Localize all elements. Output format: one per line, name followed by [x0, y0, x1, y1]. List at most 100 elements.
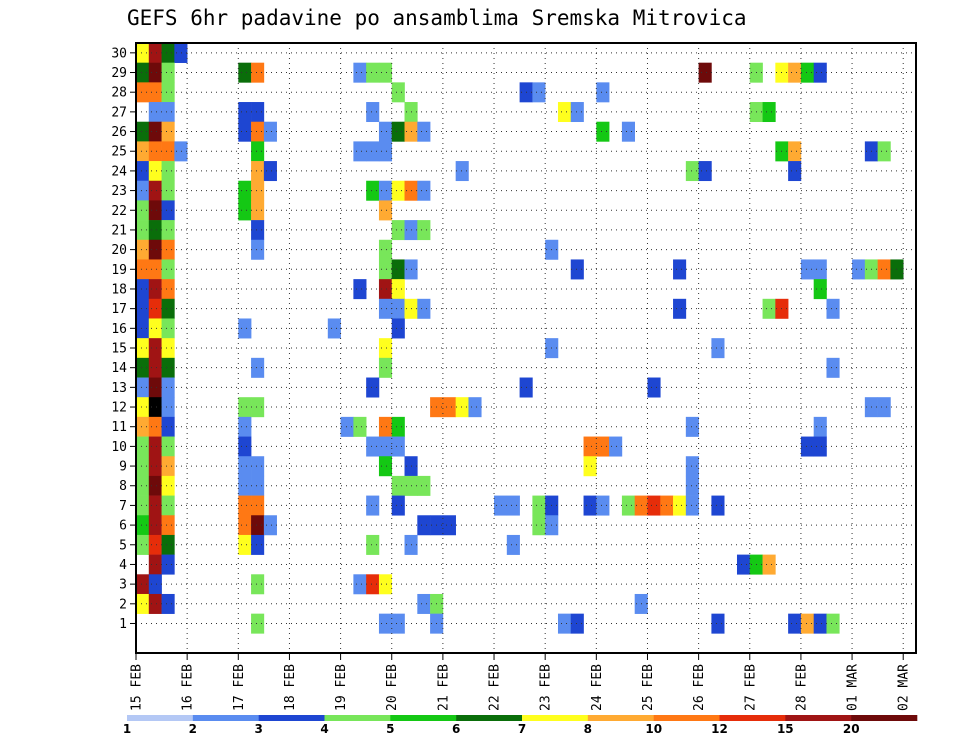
precip-cell	[251, 141, 265, 162]
precip-cell	[378, 121, 393, 142]
precip-cell	[238, 200, 252, 221]
precip-cell	[366, 102, 380, 123]
x-tick-label: 01 MAR	[846, 664, 861, 711]
legend-swatch	[127, 715, 194, 721]
precip-cell	[251, 397, 265, 418]
x-tick-label: 23 FEB	[539, 664, 554, 711]
precip-cell	[391, 318, 405, 339]
precip-cell	[609, 436, 623, 457]
precip-cell	[647, 377, 661, 398]
precip-cell	[161, 161, 175, 182]
precip-cell	[557, 613, 572, 634]
x-tick-label: 25 FEB	[641, 664, 656, 711]
precip-cell	[251, 456, 265, 477]
x-tick-label: 02 MAR	[897, 664, 912, 711]
precip-cell	[161, 259, 175, 280]
precip-cell	[238, 456, 252, 477]
precip-cell	[711, 613, 725, 634]
precip-cell	[685, 456, 699, 477]
precip-cell	[353, 141, 367, 162]
x-axis-ticks: 15 FEB 16 FEB 17 FEB 18 FEB 19 FEB 20 FEB 21 F…	[130, 653, 912, 711]
precip-cell	[366, 377, 380, 398]
precip-cell	[353, 416, 367, 437]
precip-cell	[161, 318, 175, 339]
precip-cell	[391, 180, 405, 201]
precip-cell	[136, 161, 150, 182]
precip-cell	[238, 397, 252, 418]
precip-cell	[366, 436, 380, 457]
precip-cell	[148, 377, 162, 398]
y-tick-label: 9	[119, 460, 127, 475]
precip-cell	[378, 200, 393, 221]
precip-cell	[417, 515, 431, 536]
precip-cell	[621, 495, 635, 516]
precip-cell	[877, 397, 891, 418]
precip-cell	[136, 338, 150, 359]
precip-cell	[161, 141, 175, 162]
legend-swatch	[456, 715, 523, 721]
precip-cell	[826, 613, 840, 634]
precip-cell	[148, 574, 162, 595]
x-tick-label: 19 FEB	[334, 664, 349, 711]
y-axis-ticks: 1234567891011121314151617181920212223242…	[111, 46, 136, 632]
precip-cell	[136, 574, 150, 595]
precip-cell	[161, 475, 175, 496]
y-tick-label: 26	[111, 125, 127, 140]
precip-cell	[238, 416, 252, 437]
precip-cell	[378, 436, 393, 457]
precip-cell	[148, 121, 162, 142]
y-tick-label: 17	[111, 302, 127, 317]
y-tick-label: 25	[111, 145, 127, 160]
precip-cell	[238, 121, 252, 142]
legend-swatch	[192, 715, 259, 721]
precip-cell	[852, 259, 866, 280]
y-tick-label: 13	[111, 381, 127, 396]
precip-cell	[136, 62, 150, 83]
precip-cell	[570, 259, 584, 280]
precip-cell	[391, 121, 405, 142]
precip-cell	[391, 259, 405, 280]
precip-cell	[251, 161, 265, 182]
x-tick-label: 16 FEB	[181, 664, 196, 711]
precip-cell	[251, 534, 265, 555]
precip-cell	[161, 495, 175, 516]
precip-cell	[136, 259, 150, 280]
precip-cell	[251, 515, 265, 536]
precip-cell	[378, 141, 393, 162]
y-tick-label: 27	[111, 105, 127, 120]
precip-cell	[136, 416, 150, 437]
precip-cell	[251, 475, 265, 496]
precip-cell	[148, 102, 162, 123]
precip-cell	[136, 279, 150, 300]
precip-cell	[596, 82, 610, 103]
legend-label: 4	[320, 722, 328, 736]
y-tick-label: 7	[119, 499, 127, 514]
y-tick-label: 6	[119, 519, 127, 534]
precip-cell	[136, 121, 150, 142]
precip-cell	[378, 338, 393, 359]
legend-swatch	[522, 715, 589, 721]
precip-cell	[788, 141, 802, 162]
precip-cell	[673, 495, 687, 516]
precip-cell	[327, 318, 341, 339]
precip-cell	[378, 279, 393, 300]
precip-cell	[136, 436, 150, 457]
precip-cell	[238, 475, 252, 496]
precip-cell	[238, 495, 252, 516]
precip-cell	[877, 141, 891, 162]
precip-cell	[148, 298, 162, 319]
legend-label: 2	[189, 722, 197, 736]
y-tick-label: 10	[111, 440, 127, 455]
y-tick-label: 15	[111, 342, 127, 357]
legend-swatch	[587, 715, 654, 721]
precip-cell	[251, 180, 265, 201]
precip-cell	[800, 436, 815, 457]
precip-cell	[391, 495, 405, 516]
precip-cell	[442, 397, 456, 418]
color-legend: 1 2 3 4 5 6 7 8 10 12 15 20	[123, 715, 918, 736]
precip-cell	[596, 436, 610, 457]
precip-cell	[238, 436, 252, 457]
precip-cell	[136, 82, 150, 103]
precip-cell	[532, 82, 546, 103]
